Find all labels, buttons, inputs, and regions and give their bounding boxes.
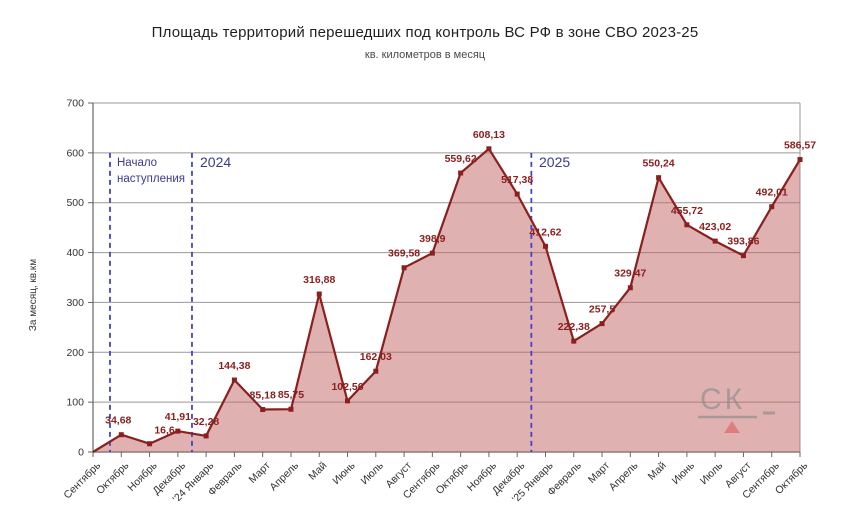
data-point-label: 455,72 bbox=[671, 205, 703, 217]
y-tick-label: 200 bbox=[66, 347, 84, 359]
data-point-marker bbox=[231, 377, 237, 383]
y-tick-label: 700 bbox=[66, 98, 84, 110]
data-point-label: 586,57 bbox=[784, 140, 816, 152]
data-point-marker bbox=[175, 428, 181, 434]
data-point-marker bbox=[712, 238, 718, 244]
data-point-marker bbox=[118, 432, 124, 438]
y-tick-label: 600 bbox=[66, 147, 84, 159]
data-point-label: 393,86 bbox=[727, 236, 759, 248]
data-point-marker bbox=[316, 291, 322, 297]
y-axis-title: За месяц, кв.км bbox=[28, 259, 39, 331]
data-point-marker bbox=[401, 265, 407, 271]
data-point-marker bbox=[260, 407, 266, 413]
data-point-marker bbox=[571, 338, 577, 344]
y-tick-label: 300 bbox=[66, 297, 84, 309]
data-point-marker bbox=[684, 222, 690, 228]
data-point-label: 492,01 bbox=[756, 187, 788, 199]
data-point-marker bbox=[288, 406, 294, 412]
y-tick-label: 400 bbox=[66, 247, 84, 259]
x-tick-label: Май bbox=[646, 460, 669, 483]
data-point-label: 222,38 bbox=[558, 321, 590, 333]
chart-plot-layer: 0100200300400500600700СентябрьОктябрьНоя… bbox=[61, 98, 816, 506]
data-point-marker bbox=[486, 146, 492, 152]
y-tick-label: 0 bbox=[78, 447, 84, 459]
data-point-marker bbox=[514, 191, 520, 197]
x-tick-label: Июль bbox=[698, 459, 726, 487]
data-point-label: 257,5 bbox=[589, 304, 615, 316]
data-point-label: 102,56 bbox=[331, 381, 363, 393]
series-line bbox=[92, 147, 801, 453]
year-2024-label: 2024 bbox=[200, 154, 231, 170]
x-tick-label: Апрель bbox=[267, 459, 301, 493]
annotations: Начало наступления 2024 2025 bbox=[117, 154, 570, 185]
data-point-label: 41,91 bbox=[165, 411, 191, 423]
data-point-label: 32,28 bbox=[193, 416, 219, 428]
year-2025-label: 2025 bbox=[539, 154, 570, 170]
data-point-marker bbox=[429, 250, 435, 256]
x-tick-label: Сентябрь bbox=[61, 459, 103, 501]
x-tick-label: Май bbox=[306, 460, 329, 483]
data-point-label: 16,6 bbox=[154, 425, 175, 437]
y-tick-label: 500 bbox=[66, 197, 84, 209]
data-point-marker bbox=[797, 157, 803, 163]
data-point-label: 559,62 bbox=[445, 153, 477, 165]
area-fill bbox=[93, 148, 800, 453]
data-point-label: 316,88 bbox=[303, 274, 335, 286]
x-tick-label: Июль bbox=[358, 459, 386, 487]
x-tick-label: Июнь bbox=[330, 459, 358, 487]
data-point-marker bbox=[599, 321, 605, 327]
data-point-label: 34,68 bbox=[105, 415, 131, 427]
data-point-marker bbox=[656, 175, 662, 181]
chart-title: Площадь территорий перешедших под контро… bbox=[151, 24, 699, 41]
watermark-triangle-icon bbox=[724, 421, 740, 433]
data-point-marker bbox=[542, 243, 548, 249]
data-point-marker bbox=[458, 170, 464, 176]
offensive-start-label-line1: Начало bbox=[117, 157, 157, 169]
data-point-marker bbox=[740, 253, 746, 259]
data-point-label: 162,03 bbox=[360, 351, 392, 363]
watermark-logo: СК bbox=[698, 383, 775, 433]
data-point-marker bbox=[769, 204, 775, 210]
data-point-label: 517,38 bbox=[501, 174, 533, 186]
data-point-marker bbox=[147, 441, 153, 447]
offensive-start-label-line2: наступления bbox=[117, 173, 185, 185]
x-tick-label: Июнь bbox=[670, 459, 698, 487]
data-point-label: 85,18 bbox=[250, 390, 276, 402]
data-point-label: 608,13 bbox=[473, 129, 505, 141]
data-point-label: 550,24 bbox=[643, 158, 675, 170]
data-point-marker bbox=[373, 368, 379, 374]
data-point-label: 412,62 bbox=[529, 226, 561, 238]
y-tick-label: 100 bbox=[66, 397, 84, 409]
data-point-label: 398,9 bbox=[419, 233, 445, 245]
data-point-marker bbox=[203, 433, 209, 439]
data-point-label: 423,02 bbox=[699, 221, 731, 233]
data-point-label: 144,38 bbox=[218, 360, 250, 372]
x-tick-label: Апрель bbox=[607, 459, 641, 493]
chart-subtitle: кв. километров в месяц bbox=[364, 49, 486, 61]
data-point-label: 85,75 bbox=[278, 389, 304, 401]
data-point-label: 329,47 bbox=[614, 268, 646, 280]
data-point-marker bbox=[345, 398, 351, 404]
data-point-label: 369,58 bbox=[388, 248, 420, 260]
data-point-marker bbox=[627, 285, 633, 291]
watermark-text: СК bbox=[700, 383, 745, 416]
